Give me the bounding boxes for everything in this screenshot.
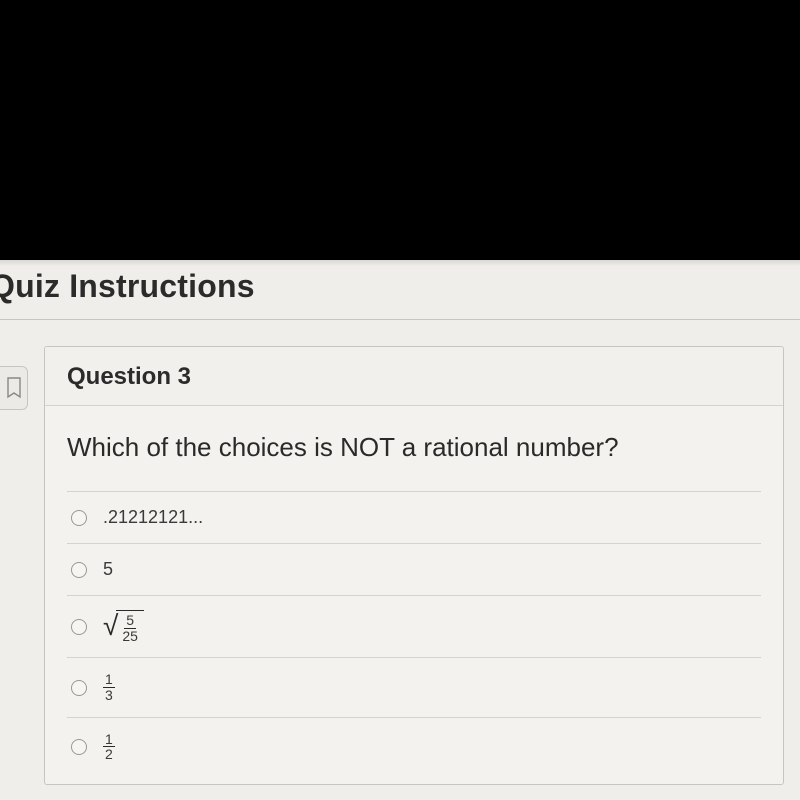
question-body: Which of the choices is NOT a rational n… xyxy=(45,406,783,784)
option-text: .21212121... xyxy=(103,507,203,528)
option-row[interactable]: √ 5 25 xyxy=(67,595,761,657)
question-label: Question 3 xyxy=(67,363,761,391)
divider xyxy=(0,319,800,320)
radio-icon xyxy=(71,619,87,635)
bookmark-icon xyxy=(6,377,22,399)
radio-icon xyxy=(71,562,87,578)
page-surface: Quiz Instructions Question 3 Which of th… xyxy=(0,260,800,800)
edge-shadow xyxy=(0,260,800,266)
question-card: Question 3 Which of the choices is NOT a… xyxy=(44,346,784,785)
question-prompt: Which of the choices is NOT a rational n… xyxy=(67,432,761,491)
radio-icon xyxy=(71,680,87,696)
option-math: 1 2 xyxy=(103,732,115,762)
option-row[interactable]: 1 2 xyxy=(67,717,761,776)
instructions-title: Quiz Instructions xyxy=(0,260,800,319)
radio-icon xyxy=(71,739,87,755)
option-row[interactable]: 1 3 xyxy=(67,657,761,716)
question-header: Question 3 xyxy=(45,347,783,406)
option-row[interactable]: .21212121... xyxy=(67,491,761,543)
option-math: 1 3 xyxy=(103,672,115,702)
option-row[interactable]: 5 xyxy=(67,543,761,595)
option-text: 5 xyxy=(103,559,113,580)
radio-icon xyxy=(71,510,87,526)
option-math: √ 5 25 xyxy=(103,610,144,643)
options-list: .21212121... 5 √ 5 25 xyxy=(67,491,761,776)
bookmark-tab[interactable] xyxy=(0,366,28,410)
